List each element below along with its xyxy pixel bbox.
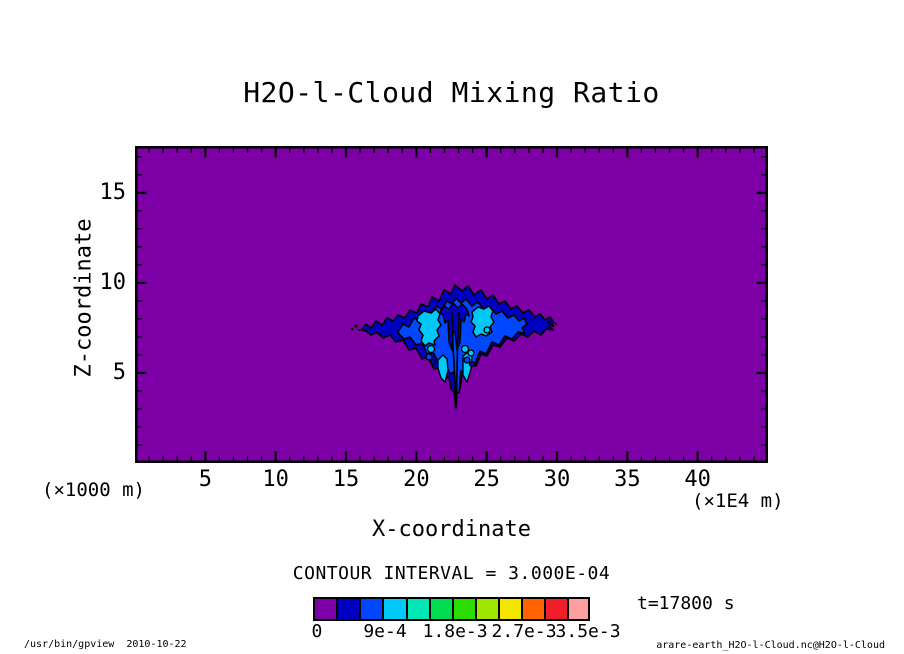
y-tick-label: 5 [112,359,126,385]
contour-interval-label: CONTOUR INTERVAL = 3.000E-04 [292,563,611,584]
x-axis-label: X-coordinate [372,517,531,542]
colorbar-cell [569,599,589,619]
x-tick-label: 35 [614,467,641,492]
colorbar-cell [338,599,362,619]
colorbar-cell [407,599,431,619]
x-axis-unit: (×1E4 m) [692,490,784,512]
contour-region-level3-left [416,308,442,347]
contour-plot [135,146,768,463]
contour-region-level3-right [470,305,495,338]
y-tick-label: 15 [99,179,127,205]
footer-command: /usr/bin/gpview 2010-10-22 [24,639,187,650]
contour-blobs [425,326,491,368]
time-label: t=17800 s [637,593,735,614]
plot-title: H2O-l-Cloud Mixing Ratio [243,76,660,109]
plot-frame [135,146,768,463]
y-tick-label: 10 [99,269,127,295]
colorbar [313,597,590,621]
colorbar-tick-label: 1.8e-3 [422,621,488,642]
footer-datasource: arare-earth_H2O-l-Cloud.nc@H2O-l-Cloud [656,640,885,651]
colorbar-cell [476,599,500,619]
x-tick-label: 30 [543,467,571,492]
contour-streak-left [437,354,449,383]
x-tick-label: 15 [332,467,360,492]
colorbar-cell [523,599,547,619]
colorbar-cell [430,599,454,619]
colorbar-tick-label: 9e-4 [363,621,407,642]
colorbar-tick-label: 2.7e-3 [491,621,557,642]
x-tick-label: 25 [473,467,500,492]
contour-stem-core [439,302,470,351]
colorbar-cell [384,599,408,619]
colorbar-cell [453,599,477,619]
colorbar-tick-label: 3.5e-3 [555,621,621,642]
stem-contour-line-left [451,311,457,408]
x-tick-label: 5 [198,467,212,492]
colorbar-cell [361,599,385,619]
axis-ticks [137,148,766,461]
stem-contour-line-right [455,311,460,408]
wing-specks [350,320,558,332]
colorbar-cell [546,599,570,619]
y-axis-unit: (×1000 m) [42,479,145,501]
x-tick-label: 20 [403,467,430,492]
colorbar-cell [500,599,524,619]
x-tick-label: 10 [262,467,289,492]
x-tick-label: 40 [684,467,711,492]
y-axis-label: Z-coordinate [71,218,97,378]
colorbar-cell [315,599,339,619]
colorbar-tick-label: 0 [311,621,323,642]
